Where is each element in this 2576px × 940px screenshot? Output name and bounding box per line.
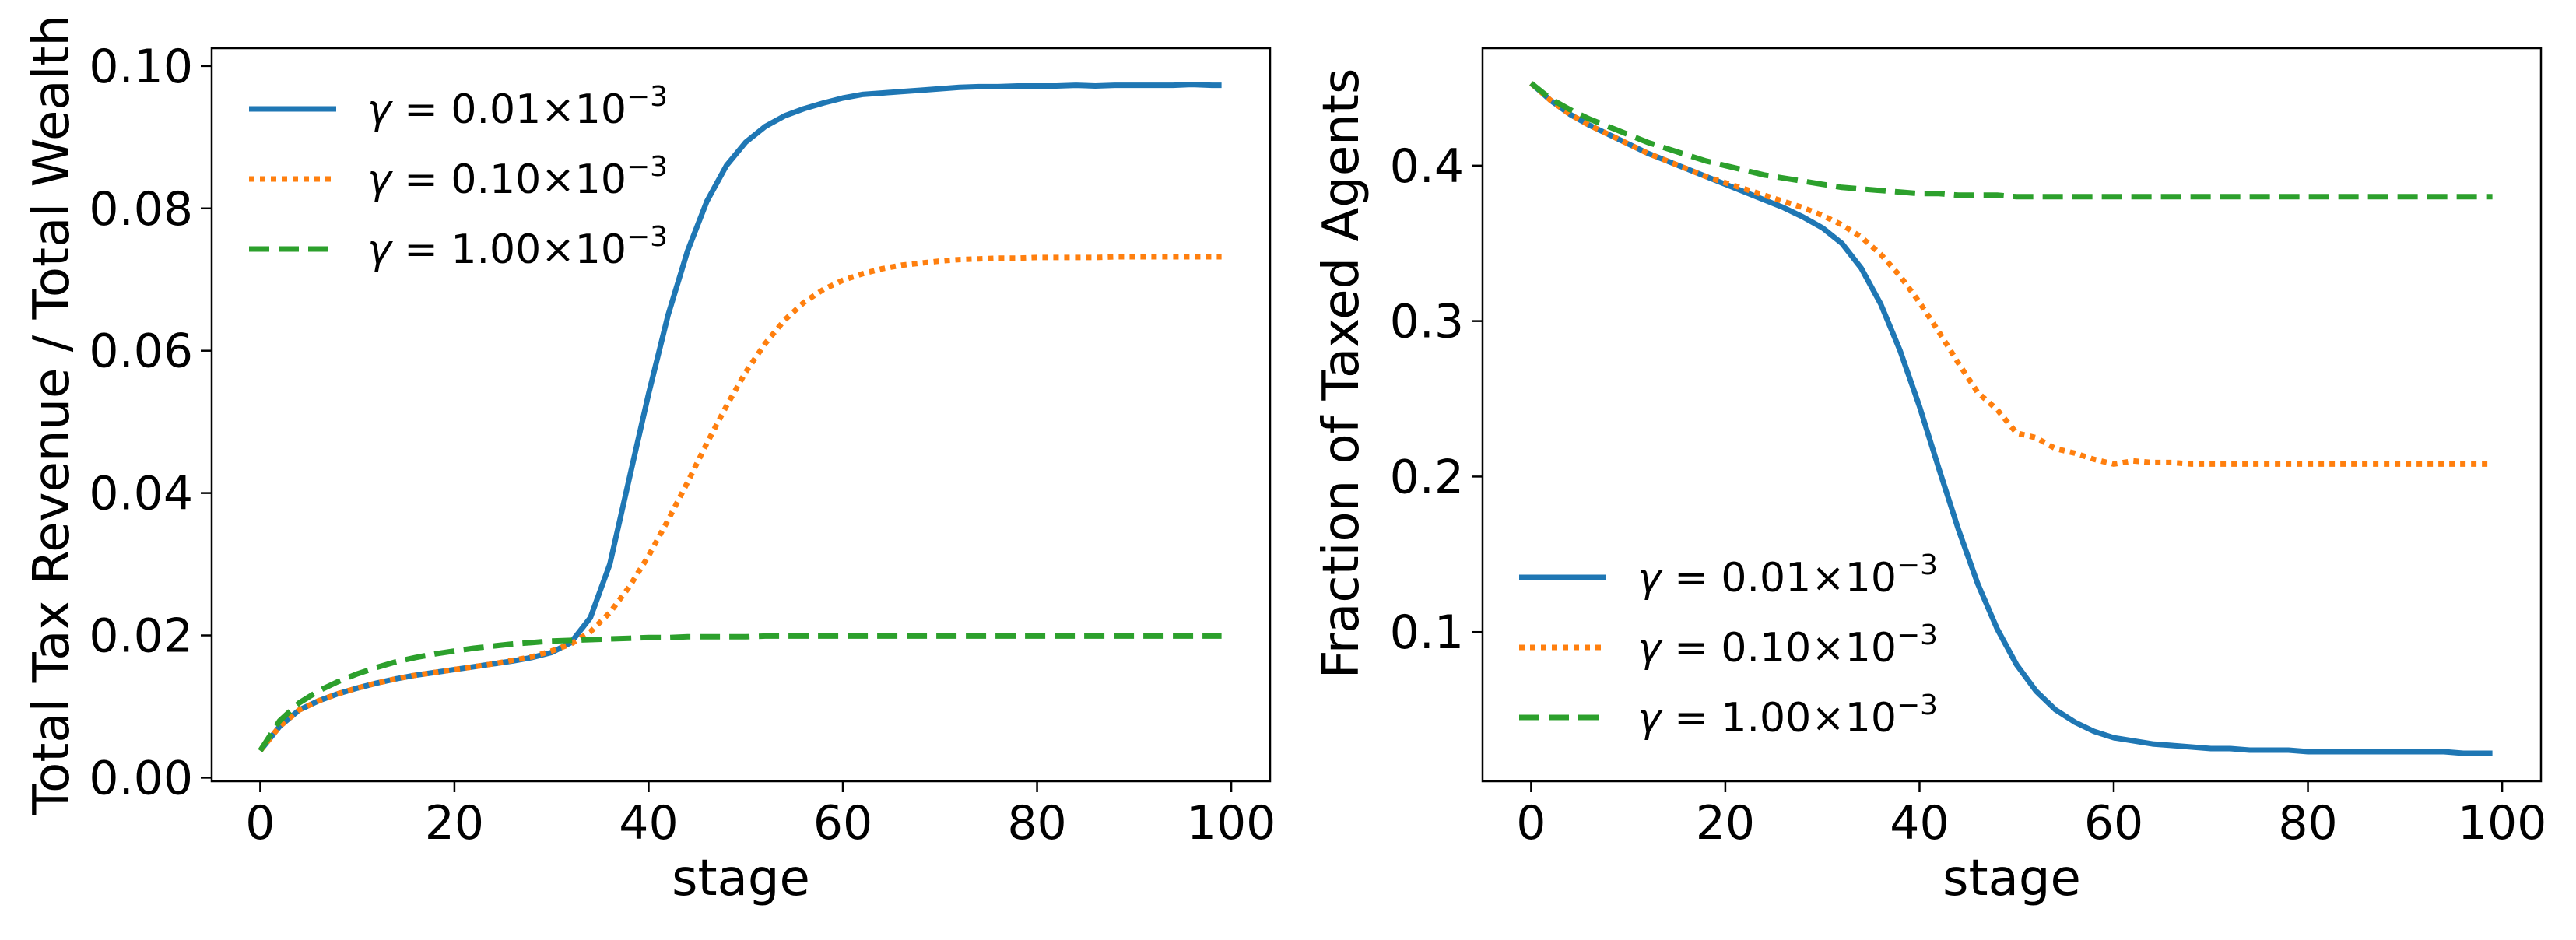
right-y-tick-label: 0.1 [1390,605,1464,660]
right-legend-label-3: γ = 1.00×10−3 [1637,689,1938,742]
left-y-tick-label: 0.04 [89,467,193,521]
left-y-tick-label: 0.08 [89,182,193,237]
right-series-line-2 [1529,81,2493,467]
left-y-tick-label: 0.10 [89,40,193,94]
left-x-tick-label: 80 [1007,796,1066,851]
right-y-tick-label: 0.4 [1390,139,1464,194]
right-y-tick-label: 0.3 [1390,295,1464,349]
right-series-lines [1529,81,2493,756]
right-x-tick-label: 40 [1890,796,1949,851]
left-ticks: 0 20 40 60 80 100 0.00 0.02 0.04 0.06 0.08 0.10 [89,40,1276,851]
right-x-axis-label: stage [1943,850,2081,907]
right-ticks: 0 20 40 60 80 100 0.1 0.2 0.3 0.4 [1390,139,2547,851]
left-y-axis-label: Total Tax Revenue / Total Wealth [23,15,81,815]
right-legend-label-1: γ = 0.01×10−3 [1637,549,1938,602]
left-x-tick-label: 40 [619,796,678,851]
left-y-tick-label: 0.02 [89,609,193,664]
left-x-tick-label: 0 [245,796,275,851]
right-legend: γ = 0.01×10−3 γ = 0.10×10−3 γ = 1.00×10−3 [1519,549,1938,742]
right-y-axis-label: Fraction of Taxed Agents [1313,68,1370,679]
left-series-line-2 [258,254,1222,752]
left-y-tick-label: 0.00 [89,751,193,805]
left-x-axis-label: stage [672,850,810,907]
left-legend: γ = 0.01×10−3 γ = 0.10×10−3 γ = 1.00×10−3 [249,81,668,273]
left-series-line-1 [258,82,1222,752]
left-series-line-3 [258,633,1222,752]
chart-left-panel: 0 20 40 60 80 100 0.00 0.02 0.04 0.06 0.08 0.10 sta… [23,15,1276,907]
left-legend-label-2: γ = 0.10×10−3 [367,151,668,203]
right-x-tick-label: 20 [1696,796,1755,851]
left-plot-frame [210,47,1272,783]
left-x-tick-label: 100 [1187,796,1276,851]
left-y-tick-label: 0.06 [89,324,193,379]
right-y-tick-label: 0.2 [1390,450,1464,504]
chart-right-panel: 0 20 40 60 80 100 0.1 0.2 0.3 0.4 stage Fraction … [1313,47,2547,907]
left-x-tick-label: 60 [813,796,872,851]
right-x-tick-label: 80 [2278,796,2337,851]
left-x-tick-label: 20 [425,796,484,851]
right-x-tick-label: 0 [1516,796,1546,851]
right-x-tick-label: 100 [2458,796,2547,851]
left-legend-label-1: γ = 0.01×10−3 [367,81,668,133]
right-plot-frame [1481,47,2543,783]
right-x-tick-label: 60 [2084,796,2143,851]
left-series-lines [258,82,1222,752]
right-legend-label-2: γ = 0.10×10−3 [1637,619,1938,672]
right-series-line-3 [1529,81,2493,200]
left-legend-label-3: γ = 1.00×10−3 [367,221,668,273]
